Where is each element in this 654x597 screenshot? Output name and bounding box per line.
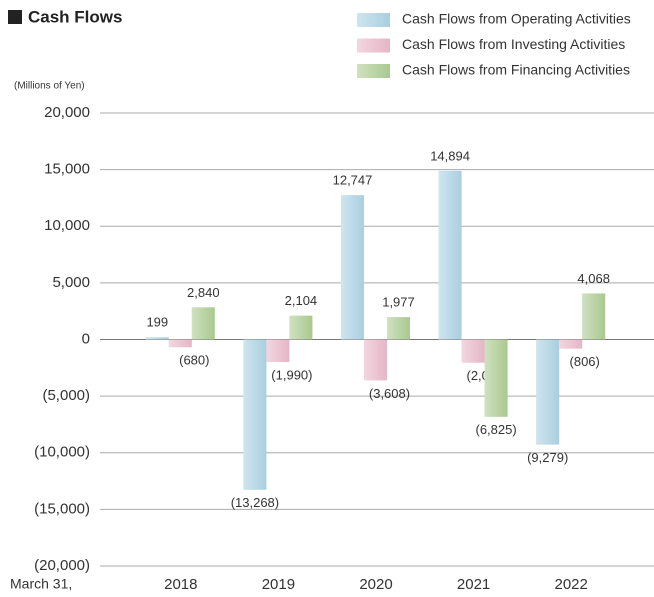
legend-label: Cash Flows from Operating Activities: [402, 11, 631, 27]
y-tick-label: 15,000: [44, 161, 90, 178]
chart-title: Cash Flows: [28, 7, 122, 26]
y-tick-label: 20,000: [44, 104, 90, 121]
legend-swatch-shine: [357, 64, 390, 78]
x-tick-label: 2022: [555, 576, 588, 593]
value-label: 2,104: [285, 293, 318, 308]
bar-shine: [438, 170, 462, 340]
value-label: 2,840: [187, 285, 220, 300]
bar-shine: [341, 195, 364, 340]
bar-shine: [484, 339, 508, 417]
value-label: (6,825): [475, 422, 516, 437]
bar-shine: [461, 339, 485, 363]
bar-shine: [168, 339, 192, 348]
x-tick-label: 2018: [164, 576, 197, 593]
value-label: (3,608): [369, 386, 410, 401]
bar-shine: [536, 339, 560, 445]
bar-shine: [266, 339, 290, 363]
bar-shine: [191, 307, 215, 340]
x-tick-label: 2020: [359, 576, 392, 593]
bar-shine: [243, 339, 267, 490]
bar-shine: [582, 293, 606, 340]
value-label: (9,279): [527, 450, 568, 465]
value-label: 12,747: [333, 173, 373, 188]
value-label: 14,894: [430, 148, 470, 163]
value-label: (806): [570, 354, 600, 369]
y-tick-label: (5,000): [42, 387, 90, 404]
bar-shine: [364, 339, 387, 381]
legend-swatch-shine: [357, 38, 390, 53]
x-axis-label: March 31,: [10, 576, 72, 592]
y-axis-unit: (Millions of Yen): [14, 81, 85, 92]
bar-shine: [559, 339, 583, 349]
y-tick-label: (15,000): [34, 500, 90, 517]
bar-shine: [289, 315, 313, 340]
value-label: 4,068: [577, 271, 610, 286]
legend-label: Cash Flows from Financing Activities: [402, 62, 630, 78]
title-bullet: [8, 10, 22, 24]
y-tick-label: 10,000: [44, 217, 90, 234]
value-label: (13,268): [231, 495, 279, 510]
value-label: (680): [179, 353, 209, 368]
legend-swatch-shine: [357, 13, 390, 27]
legend-label: Cash Flows from Investing Activities: [402, 36, 625, 52]
x-tick-label: 2019: [262, 576, 295, 593]
y-tick-label: (20,000): [34, 557, 90, 574]
y-tick-label: 5,000: [52, 274, 90, 291]
y-tick-label: 0: [82, 330, 90, 347]
value-label: 1,977: [382, 295, 415, 310]
bar-shine: [387, 317, 410, 340]
x-tick-label: 2021: [457, 576, 490, 593]
value-label: (1,990): [271, 367, 312, 382]
y-tick-label: (10,000): [34, 444, 90, 461]
bar-shine: [145, 337, 169, 340]
value-label: 199: [146, 315, 168, 330]
